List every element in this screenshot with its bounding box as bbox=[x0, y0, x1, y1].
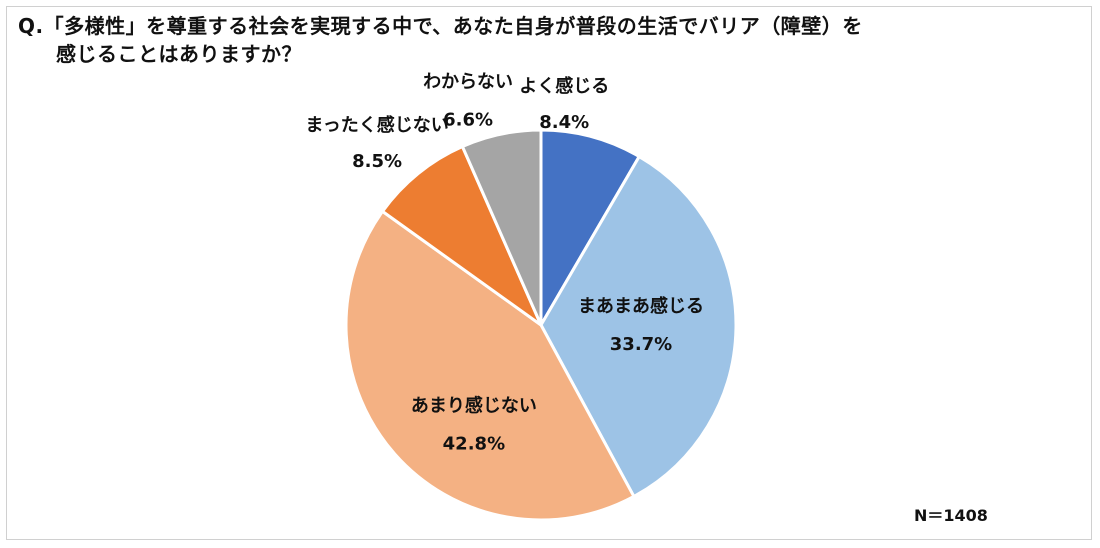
slice-value-label: 33.7% bbox=[610, 334, 672, 355]
pie-slice bbox=[381, 145, 543, 327]
slice-label-group: わからない 6.6% bbox=[423, 72, 513, 131]
slice-category-label: まあまあ感じる bbox=[578, 295, 704, 317]
pie-slice bbox=[539, 128, 641, 327]
pie-slice bbox=[539, 155, 738, 498]
slice-category-label: まったく感じない bbox=[305, 114, 448, 136]
slice-value-label: 8.4% bbox=[539, 112, 589, 133]
question-line-2: 感じることはありますか？ bbox=[56, 42, 302, 66]
slice-value-label: 6.6% bbox=[443, 110, 493, 131]
pie-slice bbox=[344, 209, 636, 522]
pie-slice bbox=[460, 128, 543, 327]
slice-label-group: まあまあ感じる 33.7% bbox=[578, 295, 704, 355]
slice-category-label: わからない bbox=[423, 72, 513, 93]
slice-category-label: よく感じる bbox=[519, 75, 609, 97]
slice-label-group: よく感じる 8.4% bbox=[519, 75, 609, 133]
question-title: Q.「多様性」を尊重する社会を実現する中で、あなた自身が普段の生活でバリア（障壁… bbox=[18, 12, 1078, 68]
question-line-1: Q.「多様性」を尊重する社会を実現する中で、あなた自身が普段の生活でバリア（障壁… bbox=[18, 14, 863, 38]
slice-label-group: あまり感じない 42.8% bbox=[411, 394, 537, 454]
slice-category-label: あまり感じない bbox=[411, 394, 537, 416]
slice-value-label: 8.5% bbox=[352, 151, 402, 172]
slice-value-label: 42.8% bbox=[443, 433, 505, 454]
slice-label-group: まったく感じない 8.5% bbox=[305, 114, 448, 172]
sample-size: N＝1408 bbox=[914, 506, 988, 525]
